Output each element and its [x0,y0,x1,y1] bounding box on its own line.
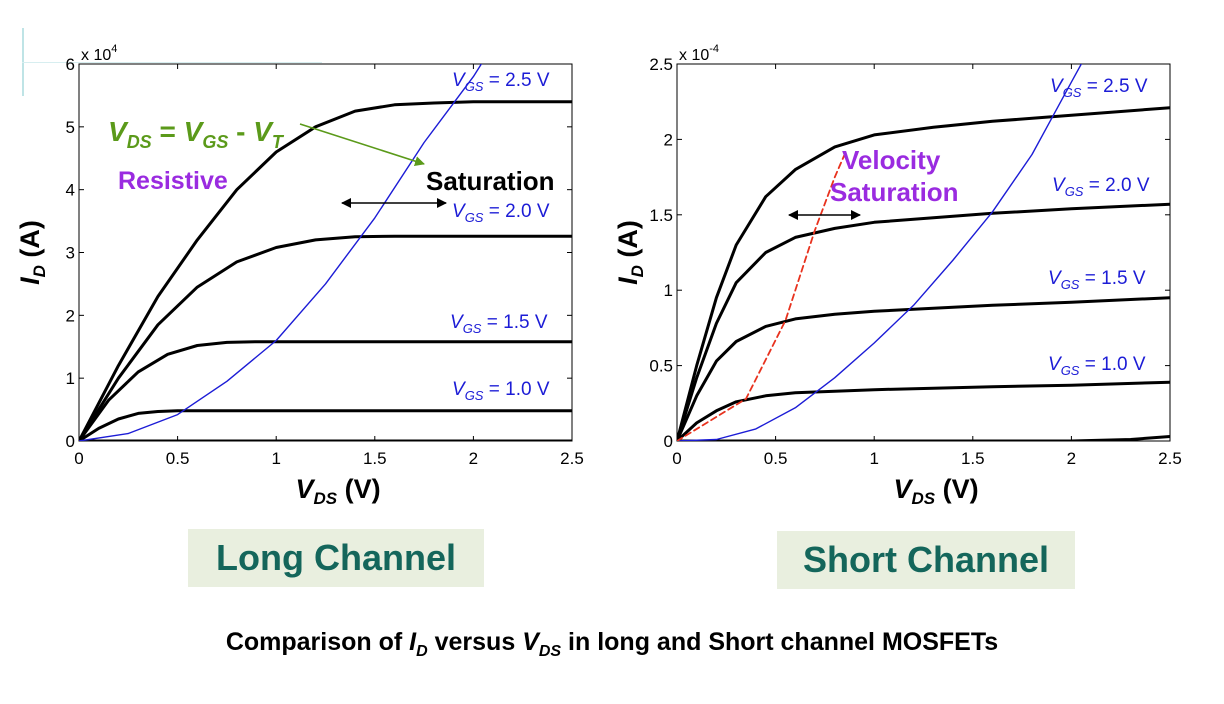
caption-post: in long and Short channel MOSFETs [561,628,999,656]
x-axis-label: VDS (V) [296,474,381,508]
y-tick-label: 2 [66,306,75,325]
x-axis-label: VDS (V) [894,474,979,508]
x-tick-label: 1 [869,449,878,468]
y-axis-label: ID (A) [613,220,647,285]
short-channel-chart: 0 0.5 1 1.5 2 2.5 0 0.5 1 1.5 2 2.5 x 10-4 VDS (V) ID … [613,43,1182,508]
y-tick-label: 1 [66,369,75,388]
id-curve-1 [677,202,1170,441]
x-tick-label: 1 [271,449,280,468]
id-curve-0 [79,100,572,441]
caption-mid: versus [427,628,523,656]
series-label: VGS = 1.5 V [450,312,548,336]
y-tick-label: 6 [66,55,75,74]
id-curve-4 [677,435,1170,441]
short-channel-label: Short Channel [777,531,1075,589]
saturation-boundary-curve [677,64,1082,441]
y-tick-label: 0.5 [649,357,673,376]
caption-id: I [409,628,417,656]
saturation-annotation: Saturation [426,166,555,196]
series-label: VGS = 1.5 V [1048,268,1146,292]
long-channel-chart: 0 0.5 1 1.5 2 2.5 0 1 2 3 4 5 6 x 104 VDS (V) ID (A) VGS… [15,43,584,508]
velocity-saturation-curve [677,153,846,441]
caption-id-sub: D [416,643,428,660]
y-tick-label: 1.5 [649,206,673,225]
caption-vds: V [522,628,539,656]
axis-exponent-label: x 104 [81,43,117,64]
vds-equation-annotation: VDS = VGS - VT [108,116,285,152]
caption-pre: Comparison of [225,628,410,656]
axis-exponent-label: x 10-4 [679,43,719,64]
id-curve-1 [79,234,572,441]
y-tick-label: 4 [66,181,75,200]
id-curve-3 [79,409,572,441]
y-tick-label: 0 [66,432,75,451]
x-tick-label: 0.5 [764,449,788,468]
id-curve-2 [79,340,572,441]
velocity-annotation: Velocity [842,145,941,175]
velocity-saturation-annotation: Saturation [830,177,959,207]
y-tick-label: 3 [66,244,75,263]
decorative-edge-line-horizontal [22,62,322,63]
x-tick-label: 1.5 [363,449,387,468]
caption-vds-sub: DS [538,643,562,660]
id-curve-3 [677,380,1170,441]
x-tick-label: 2 [1067,449,1076,468]
series-label: VGS = 1.0 V [1048,354,1146,378]
x-tick-label: 2 [469,449,478,468]
y-tick-label: 0 [664,432,673,451]
id-curve-0 [677,106,1170,441]
series-label: VGS = 2.0 V [1052,175,1150,199]
y-tick-label: 1 [664,281,673,300]
x-tick-label: 0 [74,449,83,468]
resistive-annotation: Resistive [118,167,228,195]
x-tick-label: 2.5 [560,449,584,468]
long-channel-label: Long Channel [188,529,484,587]
y-tick-label: 2 [664,130,673,149]
series-label: VGS = 2.5 V [1050,76,1148,100]
id-curve-2 [677,296,1170,441]
saturation-boundary-curve [79,64,483,441]
vds-arrow [299,123,425,166]
x-tick-label: 2.5 [1158,449,1182,468]
figure-caption: Comparison of ID versus VDS in long and … [0,628,1224,661]
series-label: VGS = 1.0 V [452,379,550,403]
x-tick-label: 0.5 [166,449,190,468]
y-tick-label: 2.5 [649,55,673,74]
x-tick-label: 1.5 [961,449,985,468]
y-tick-label: 5 [66,118,75,137]
series-label: VGS = 2.0 V [452,201,550,225]
x-tick-label: 0 [672,449,681,468]
y-axis-label: ID (A) [15,220,49,285]
series-label: VGS = 2.5 V [452,70,550,94]
